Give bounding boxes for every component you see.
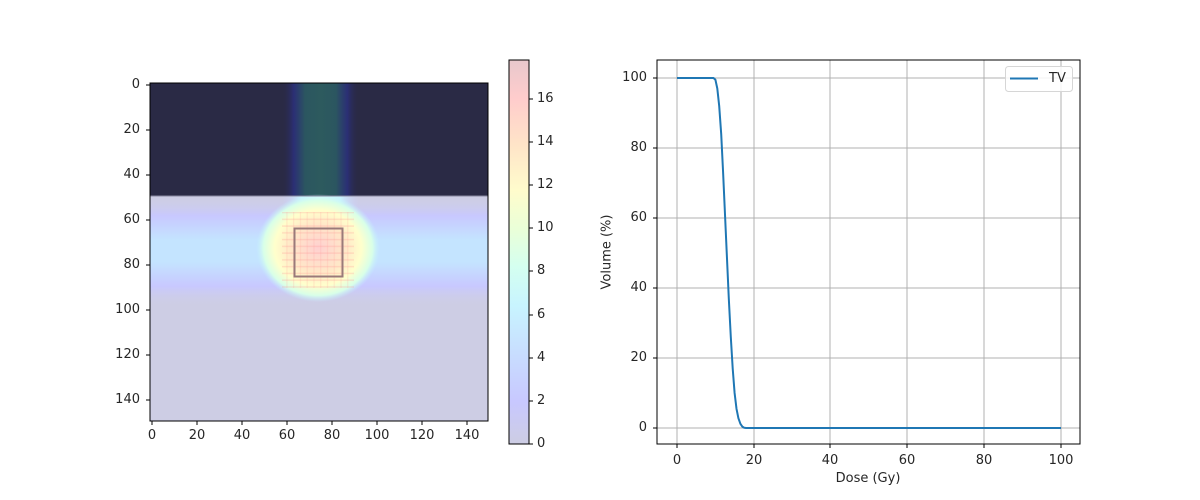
heatmap-xtick-label: 40 [233, 428, 251, 443]
heatmap-x-ticks [151, 421, 468, 425]
heatmap-xtick-label: 20 [188, 428, 206, 443]
heatmap-xtick-label: 140 [454, 428, 480, 443]
dvh-axes-frame [656, 59, 1081, 445]
colorbar-ticks [529, 98, 533, 445]
dvh-ticks [653, 77, 1062, 448]
heatmap-xtick-label: 80 [323, 428, 341, 443]
heatmap-ytick-label: 120 [115, 347, 140, 362]
heatmap-xtick-label: 0 [147, 428, 157, 443]
dvh-xtick-label: 100 [1048, 453, 1074, 468]
colorbar-tick-label: 12 [537, 177, 554, 192]
dvh-curve-tv [677, 77, 1061, 429]
dvh-xtick-label: 60 [898, 453, 916, 468]
dvh-ytick-label: 20 [630, 350, 647, 365]
dvh-ytick-label: 40 [630, 280, 647, 295]
heatmap-ytick-label: 100 [115, 302, 140, 317]
dvh-xtick-label: 0 [672, 453, 682, 468]
heatmap-ytick-label: 20 [123, 122, 140, 137]
heatmap-axes-frame [149, 82, 489, 422]
heatmap-ytick-label: 80 [123, 257, 140, 272]
colorbar [509, 60, 529, 444]
heatmap-ytick-label: 0 [131, 77, 140, 92]
heatmap-xtick-label: 100 [364, 428, 390, 443]
dvh-xtick-label: 40 [821, 453, 839, 468]
dvh-x-axis-label: Dose (Gy) [835, 471, 901, 486]
colorbar-tick-label: 2 [537, 393, 546, 408]
colorbar-tick-label: 0 [537, 436, 546, 451]
heatmap-ytick-label: 140 [115, 392, 140, 407]
dvh-xtick-label: 80 [975, 453, 993, 468]
legend-box [1005, 66, 1073, 92]
heatmap-image [150, 83, 488, 421]
heatmap-y-ticks [146, 84, 150, 401]
colorbar-tick-label: 16 [537, 91, 554, 106]
dose-heatmap-svg [146, 59, 533, 445]
heatmap-ytick-label: 40 [123, 167, 140, 182]
dvh-ytick-label: 100 [622, 70, 647, 85]
legend-label-tv: TV [1049, 71, 1066, 86]
dvh-ytick-label: 0 [638, 420, 647, 435]
dvh-ytick-label: 60 [630, 210, 647, 225]
colorbar-tick-label: 4 [537, 350, 546, 365]
colorbar-tick-label: 10 [537, 220, 554, 235]
heatmap-xtick-label: 120 [409, 428, 435, 443]
target-volume-box [293, 227, 344, 278]
colorbar-tick-label: 14 [537, 134, 554, 149]
dvh-xtick-label: 20 [745, 453, 763, 468]
colorbar-tick-label: 6 [537, 307, 546, 322]
colorbar-tick-label: 8 [537, 263, 546, 278]
heatmap-ytick-label: 60 [123, 212, 140, 227]
heatmap-xtick-label: 60 [278, 428, 296, 443]
dvh-ytick-label: 80 [630, 140, 647, 155]
dvh-y-axis-label: Volume (%) [599, 214, 615, 290]
